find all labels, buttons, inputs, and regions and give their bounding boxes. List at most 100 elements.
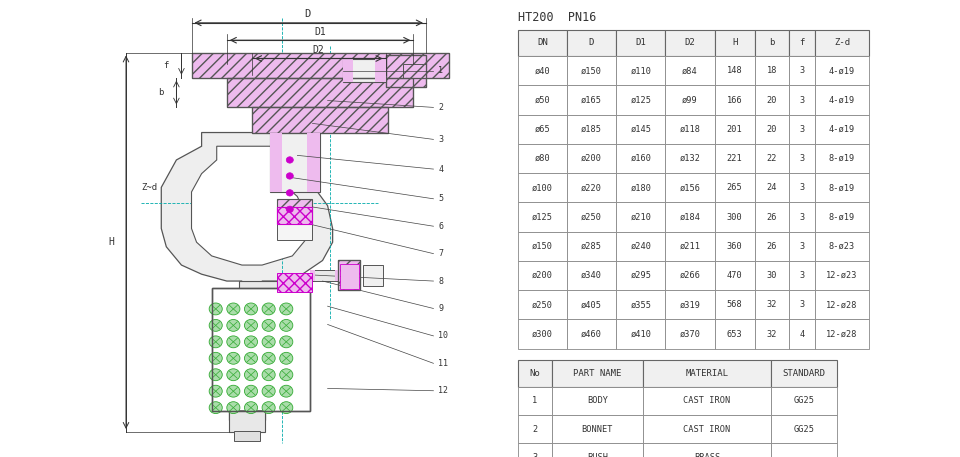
Circle shape	[262, 352, 276, 364]
Text: 20: 20	[767, 125, 778, 134]
Bar	[815, 115, 869, 144]
Circle shape	[262, 402, 276, 414]
Bar	[403, 64, 426, 78]
Text: 8: 8	[439, 276, 444, 286]
Bar	[714, 144, 755, 173]
Circle shape	[245, 402, 257, 414]
Text: ø125: ø125	[631, 96, 651, 105]
Bar	[343, 59, 353, 82]
Text: 3: 3	[439, 135, 444, 144]
Text: ø40: ø40	[535, 66, 550, 75]
Text: ø84: ø84	[683, 66, 698, 75]
Bar	[665, 290, 714, 319]
Bar	[310, 270, 315, 281]
Text: 5: 5	[439, 194, 444, 203]
Bar	[363, 265, 383, 286]
Bar	[229, 297, 265, 420]
Bar	[517, 85, 567, 115]
Text: ø200: ø200	[581, 154, 602, 163]
Text: ø150: ø150	[532, 242, 553, 251]
Bar	[714, 319, 755, 349]
Circle shape	[209, 369, 223, 381]
Bar	[771, 415, 837, 443]
Bar	[714, 115, 755, 144]
Text: f: f	[163, 61, 169, 70]
Text: ø266: ø266	[680, 271, 701, 280]
Text: BRASS: BRASS	[694, 453, 720, 457]
Bar	[789, 202, 815, 232]
Bar	[567, 115, 616, 144]
Text: 2: 2	[439, 103, 444, 112]
Bar	[386, 55, 426, 87]
Text: ø100: ø100	[532, 183, 553, 192]
Bar	[552, 387, 643, 415]
Text: ø80: ø80	[535, 154, 550, 163]
Text: 300: 300	[727, 213, 743, 222]
Bar	[375, 59, 386, 82]
Text: 18: 18	[767, 66, 778, 75]
Text: ø319: ø319	[680, 300, 701, 309]
Bar	[567, 85, 616, 115]
Bar	[755, 115, 789, 144]
Text: 3: 3	[800, 242, 804, 251]
Text: ø160: ø160	[631, 154, 651, 163]
Bar	[714, 173, 755, 202]
Bar	[616, 85, 665, 115]
Bar	[567, 319, 616, 349]
Bar	[270, 133, 320, 192]
Circle shape	[227, 303, 240, 315]
Bar	[277, 224, 313, 240]
Bar	[815, 85, 869, 115]
Text: HT200  PN16: HT200 PN16	[517, 11, 596, 24]
Circle shape	[279, 369, 293, 381]
Text: 360: 360	[727, 242, 743, 251]
Bar	[229, 414, 265, 420]
Text: 32: 32	[767, 300, 778, 309]
Bar	[714, 232, 755, 261]
Text: 24: 24	[767, 183, 778, 192]
Text: ø125: ø125	[532, 213, 553, 222]
Bar	[517, 360, 552, 387]
Text: 4-ø19: 4-ø19	[829, 125, 855, 134]
Circle shape	[245, 336, 257, 348]
Circle shape	[279, 402, 293, 414]
Text: 653: 653	[727, 329, 743, 339]
Bar	[567, 261, 616, 290]
Bar	[252, 107, 388, 133]
Bar	[789, 85, 815, 115]
Bar	[789, 319, 815, 349]
Bar	[229, 410, 265, 414]
Text: ø150: ø150	[581, 66, 602, 75]
Bar	[340, 264, 359, 289]
Bar	[552, 443, 643, 457]
Text: ø118: ø118	[680, 125, 701, 134]
Text: 4: 4	[800, 329, 804, 339]
Text: D1: D1	[636, 38, 646, 48]
Text: 148: 148	[727, 66, 743, 75]
Bar	[714, 85, 755, 115]
Bar	[517, 443, 552, 457]
Bar	[307, 133, 320, 192]
Bar	[234, 431, 259, 441]
Text: 26: 26	[767, 242, 778, 251]
Bar	[517, 261, 567, 290]
Bar	[714, 202, 755, 232]
Text: ø211: ø211	[680, 242, 701, 251]
Circle shape	[286, 173, 294, 179]
Polygon shape	[161, 133, 333, 297]
Bar	[665, 232, 714, 261]
Bar	[665, 115, 714, 144]
Text: ø99: ø99	[683, 96, 698, 105]
Bar	[212, 288, 310, 411]
Bar	[815, 173, 869, 202]
Text: b: b	[769, 38, 775, 48]
Text: ø210: ø210	[631, 213, 651, 222]
Bar	[643, 415, 771, 443]
Text: ø156: ø156	[680, 183, 701, 192]
Text: ø295: ø295	[631, 271, 651, 280]
Text: H: H	[108, 237, 114, 247]
Text: BODY: BODY	[587, 396, 608, 405]
Text: ø185: ø185	[581, 125, 602, 134]
Text: Z-d: Z-d	[834, 38, 851, 48]
Bar	[789, 173, 815, 202]
